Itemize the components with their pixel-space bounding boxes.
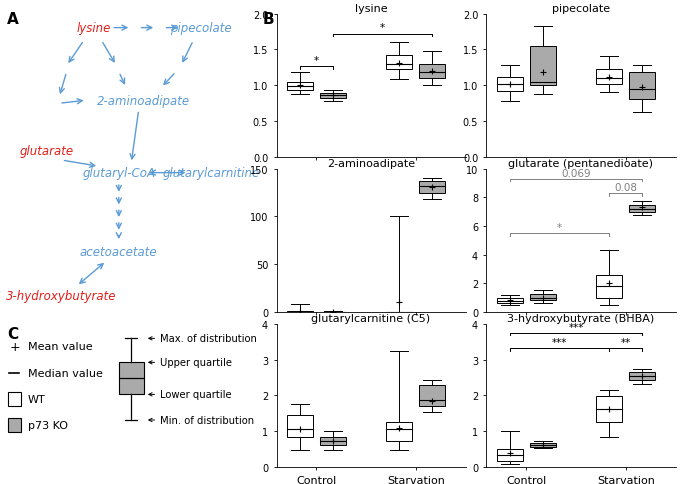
- Bar: [596, 396, 622, 423]
- Bar: [287, 82, 313, 91]
- Bar: [386, 56, 412, 70]
- Text: lysine: lysine: [77, 22, 111, 35]
- Text: pipecolate: pipecolate: [170, 22, 232, 35]
- Text: C: C: [7, 327, 18, 342]
- Text: Max. of distribution: Max. of distribution: [160, 333, 257, 344]
- Text: 0.08: 0.08: [615, 182, 637, 193]
- Bar: [419, 182, 445, 193]
- Text: +: +: [9, 340, 20, 353]
- Text: *: *: [557, 223, 562, 232]
- Title: lysine: lysine: [355, 4, 387, 14]
- Text: 3-hydroxybutyrate: 3-hydroxybutyrate: [6, 289, 117, 302]
- Title: pipecolate: pipecolate: [552, 4, 610, 14]
- Text: acetoacetate: acetoacetate: [80, 245, 158, 258]
- Bar: [530, 295, 556, 301]
- Text: Upper quartile: Upper quartile: [160, 358, 232, 368]
- Text: p73 KO: p73 KO: [28, 420, 68, 430]
- Bar: [386, 423, 412, 441]
- Bar: [287, 415, 313, 437]
- Bar: [497, 298, 523, 303]
- Text: glutaryl-CoA: glutaryl-CoA: [83, 167, 155, 180]
- Bar: [530, 443, 556, 447]
- Text: Lower quartile: Lower quartile: [160, 390, 232, 400]
- Bar: [320, 94, 346, 99]
- Title: glutarate (pentanedioate): glutarate (pentanedioate): [508, 159, 654, 168]
- Text: ***: ***: [552, 337, 567, 348]
- Bar: [119, 363, 144, 394]
- Bar: [530, 46, 556, 86]
- Text: glutarate: glutarate: [20, 145, 74, 158]
- Bar: [596, 70, 622, 85]
- Text: A: A: [7, 12, 19, 27]
- Text: *: *: [380, 23, 385, 33]
- Bar: [629, 73, 655, 100]
- Text: **: **: [621, 337, 631, 348]
- Bar: [629, 373, 655, 380]
- Text: *: *: [314, 56, 319, 66]
- Bar: [419, 64, 445, 79]
- Bar: [8, 392, 21, 406]
- Text: 2-aminoadipate: 2-aminoadipate: [97, 94, 190, 107]
- Text: 0.069: 0.069: [561, 168, 591, 178]
- Title: glutarylcarnitine (C5): glutarylcarnitine (C5): [312, 314, 430, 323]
- Bar: [497, 77, 523, 91]
- Text: glutarylcarnitine: glutarylcarnitine: [162, 167, 260, 180]
- Text: Min. of distribution: Min. of distribution: [160, 415, 254, 425]
- Bar: [419, 386, 445, 407]
- Text: ***: ***: [568, 322, 584, 332]
- Bar: [497, 449, 523, 461]
- Title: 2-aminoadipate: 2-aminoadipate: [327, 159, 415, 168]
- Bar: [629, 205, 655, 212]
- Text: Median value: Median value: [28, 368, 103, 378]
- Title: 3-hydroxybutyrate (BHBA): 3-hydroxybutyrate (BHBA): [508, 314, 654, 323]
- Text: Mean value: Mean value: [28, 342, 92, 352]
- Bar: [596, 275, 622, 298]
- Bar: [320, 437, 346, 445]
- Text: B: B: [262, 12, 274, 27]
- Bar: [8, 418, 21, 432]
- Text: WT: WT: [28, 394, 46, 404]
